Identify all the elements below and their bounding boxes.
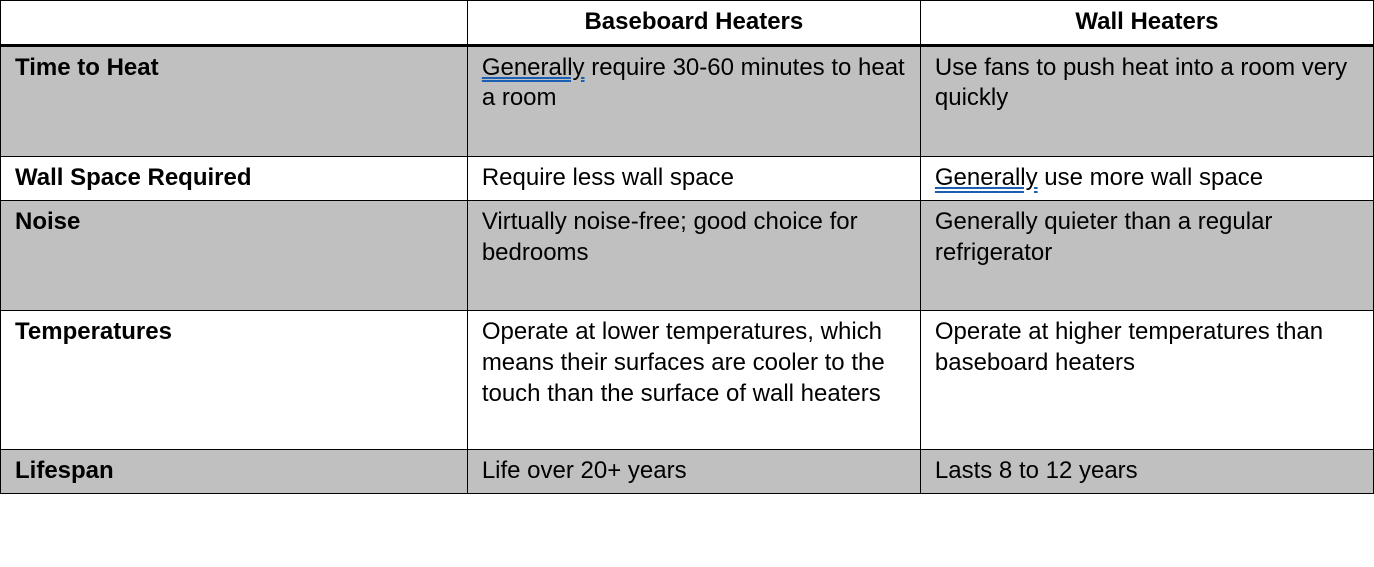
cell-wall: Generally quieter than a regular refrige…: [920, 200, 1373, 310]
row-label: Temperatures: [1, 311, 468, 450]
cell-wall: Operate at higher temperatures than base…: [920, 311, 1373, 450]
table-header-row: Baseboard Heaters Wall Heaters: [1, 1, 1374, 46]
header-wall: Wall Heaters: [920, 1, 1373, 46]
row-label: Lifespan: [1, 450, 468, 494]
header-blank: [1, 1, 468, 46]
cell-wall: Lasts 8 to 12 years: [920, 450, 1373, 494]
table-row: Wall Space RequiredRequire less wall spa…: [1, 157, 1374, 201]
spellcheck-underline: Generally: [482, 54, 585, 81]
heater-comparison-table: Baseboard Heaters Wall Heaters Time to H…: [0, 0, 1374, 494]
cell-baseboard: Life over 20+ years: [467, 450, 920, 494]
table-body: Time to HeatGenerally require 30-60 minu…: [1, 45, 1374, 493]
table-row: TemperaturesOperate at lower temperature…: [1, 311, 1374, 450]
cell-baseboard: Generally require 30-60 minutes to heat …: [467, 45, 920, 156]
cell-baseboard: Virtually noise-free; good choice for be…: [467, 200, 920, 310]
row-label: Time to Heat: [1, 45, 468, 156]
table-row: NoiseVirtually noise-free; good choice f…: [1, 200, 1374, 310]
cell-baseboard: Operate at lower temperatures, which mea…: [467, 311, 920, 450]
cell-wall: Use fans to push heat into a room very q…: [920, 45, 1373, 156]
table-row: LifespanLife over 20+ yearsLasts 8 to 12…: [1, 450, 1374, 494]
row-label: Wall Space Required: [1, 157, 468, 201]
cell-wall: Generally use more wall space: [920, 157, 1373, 201]
table-row: Time to HeatGenerally require 30-60 minu…: [1, 45, 1374, 156]
row-label: Noise: [1, 200, 468, 310]
cell-baseboard: Require less wall space: [467, 157, 920, 201]
spellcheck-underline: Generally: [935, 164, 1038, 191]
header-baseboard: Baseboard Heaters: [467, 1, 920, 46]
